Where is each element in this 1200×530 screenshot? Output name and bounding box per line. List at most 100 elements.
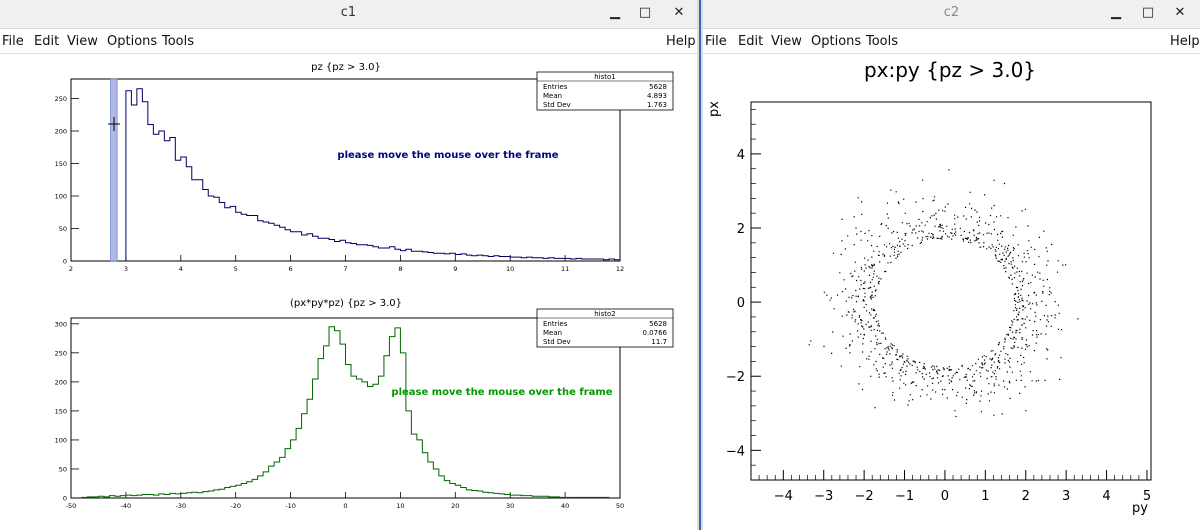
y-tick-label: 0 [737,296,745,311]
crosshair-cursor [108,117,120,131]
plot-frame[interactable] [750,101,1152,481]
y-tick-label: 50 [59,225,67,233]
maximize-button[interactable]: □ [638,5,652,20]
y-axis-label: px [707,101,722,117]
stats-label: Entries [543,320,568,328]
menu-help[interactable]: Help [1170,34,1200,49]
y-tick-label: 300 [55,320,67,328]
y-tick-label: 4 [737,148,745,163]
y-tick-label: 100 [55,436,67,444]
y-tick-label: 0 [63,495,67,503]
window-title: c2 [943,5,960,20]
menu-options[interactable]: Options [811,34,862,49]
menu-bar: File Edit View Options Tools Help [0,29,697,54]
x-tick-label: 5 [234,265,238,273]
x-tick-label: 30 [506,502,514,510]
stats-box: histo1 Entries 5628 Mean 4.893 Std Dev 1… [536,71,674,111]
stats-box: histo2 Entries 5628 Mean 0.0766 Std Dev … [536,308,674,348]
x-tick-label: 20 [451,502,459,510]
menu-tools[interactable]: Tools [162,34,195,49]
stats-label: Mean [543,92,562,100]
close-button[interactable]: ✕ [1174,5,1186,20]
minimize-button[interactable]: ▁ [610,5,620,20]
menu-file[interactable]: File [705,34,727,49]
y-tick-label: 150 [55,160,67,168]
hint-text: please move the mouse over the frame [391,387,612,398]
x-tick-label: 12 [616,265,624,273]
x-tick-label: 3 [1062,489,1070,504]
x-tick-label: 6 [289,265,293,273]
menu-view[interactable]: View [67,34,98,49]
menu-tools[interactable]: Tools [866,34,899,49]
y-tick-label: 2 [737,222,745,237]
menu-bar: File Edit View Options Tools Help [703,29,1200,54]
stats-label: Entries [543,83,568,91]
menu-file[interactable]: File [2,34,24,49]
maximize-button[interactable]: □ [1141,5,1155,20]
menu-options[interactable]: Options [107,34,158,49]
x-axis-label: py [1132,501,1148,516]
plot-canvas-c1[interactable]: pz {pz > 3.0} 2 3 4 5 6 7 8 9 10 11 12 0 50 100 150 200… [0,54,697,530]
stats-label: Std Dev [543,338,571,346]
y-tick-label: 200 [55,128,67,136]
window-title: c1 [340,5,357,20]
menu-edit[interactable]: Edit [34,34,60,49]
canvas-window-c1: c1 ▁ □ ✕ File Edit View Options Tools He… [0,0,697,530]
x-tick-label: 2 [69,265,73,273]
y-tick-label: −4 [726,444,745,459]
plot-title: pz {pz > 3.0} [311,62,381,73]
canvas-window-c2: c2 ▁ □ ✕ File Edit View Options Tools He… [703,0,1200,530]
x-tick-label: -40 [121,502,132,510]
x-tick-label: 8 [398,265,402,273]
x-tick-label: 11 [561,265,569,273]
close-button[interactable]: ✕ [673,5,685,20]
x-tick-label: −3 [814,489,833,504]
y-tick-label: 200 [55,378,67,386]
stats-name: histo2 [594,310,616,318]
x-tick-label: 2 [1022,489,1030,504]
y-tick-label: −2 [726,370,745,385]
title-bar[interactable]: c1 ▁ □ ✕ [0,0,697,29]
x-tick-label: 10 [396,502,404,510]
x-tick-label: -50 [66,502,77,510]
stats-value: 5628 [649,320,667,328]
stats-value: 1.763 [647,101,667,109]
x-tick-label: 40 [561,502,569,510]
x-tick-label: −4 [774,489,793,504]
selection-band[interactable] [110,78,118,262]
title-bar[interactable]: c2 ▁ □ ✕ [703,0,1200,29]
scatter-points [808,169,1079,418]
x-tick-label: −2 [855,489,874,504]
x-tick-label: 4 [179,265,183,273]
histogram-line [125,88,621,261]
stats-value: 11.7 [651,338,667,346]
x-tick-label: 0 [941,489,949,504]
x-tick-label: 0 [343,502,347,510]
x-tick-label: 10 [506,265,514,273]
y-tick-label: 150 [55,407,67,415]
x-tick-label: 9 [453,265,457,273]
stats-name: histo1 [594,73,616,81]
stats-value: 0.0766 [643,329,668,337]
window-separator [697,0,703,530]
histogram-line [81,326,610,498]
y-tick-label: 0 [63,258,67,266]
x-tick-label: 5 [1143,489,1151,504]
x-tick-label: 4 [1102,489,1110,504]
menu-help[interactable]: Help [666,34,696,49]
stats-label: Std Dev [543,101,571,109]
plot-canvas-c2[interactable]: px:py {pz > 3.0} −4 −3 −2 −1 0 1 2 3 4 5 −4 −2 0 2 4 p… [703,54,1200,530]
stats-value: 4.893 [647,92,667,100]
minimize-button[interactable]: ▁ [1111,5,1121,20]
x-tick-label: 50 [616,502,624,510]
y-tick-label: 250 [55,95,67,103]
menu-edit[interactable]: Edit [738,34,764,49]
y-tick-label: 50 [59,465,67,473]
x-tick-label: 1 [981,489,989,504]
stats-label: Mean [543,329,562,337]
y-tick-label: 100 [55,193,67,201]
stats-value: 5628 [649,83,667,91]
menu-view[interactable]: View [771,34,802,49]
y-tick-label: 250 [55,349,67,357]
plot-title: px:py {pz > 3.0} [864,58,1036,82]
